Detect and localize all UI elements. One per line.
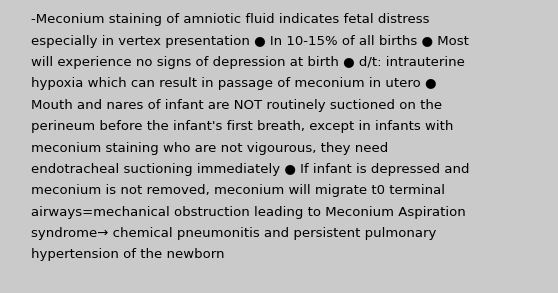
Text: hypoxia which can result in passage of meconium in utero ●: hypoxia which can result in passage of m… [31, 77, 436, 90]
Text: meconium is not removed, meconium will migrate t0 terminal: meconium is not removed, meconium will m… [31, 184, 445, 197]
Text: hypertension of the newborn: hypertension of the newborn [31, 248, 224, 261]
Text: will experience no signs of depression at birth ● d/t: intrauterine: will experience no signs of depression a… [31, 56, 465, 69]
Text: -Meconium staining of amniotic fluid indicates fetal distress: -Meconium staining of amniotic fluid ind… [31, 13, 429, 26]
Text: especially in vertex presentation ● In 10-15% of all births ● Most: especially in vertex presentation ● In 1… [31, 35, 469, 47]
Text: endotracheal suctioning immediately ● If infant is depressed and: endotracheal suctioning immediately ● If… [31, 163, 469, 176]
Text: airways=mechanical obstruction leading to Meconium Aspiration: airways=mechanical obstruction leading t… [31, 206, 465, 219]
Text: Mouth and nares of infant are NOT routinely suctioned on the: Mouth and nares of infant are NOT routin… [31, 99, 442, 112]
Text: syndrome→ chemical pneumonitis and persistent pulmonary: syndrome→ chemical pneumonitis and persi… [31, 227, 436, 240]
Text: perineum before the infant's first breath, except in infants with: perineum before the infant's first breat… [31, 120, 453, 133]
Text: meconium staining who are not vigourous, they need: meconium staining who are not vigourous,… [31, 142, 388, 154]
